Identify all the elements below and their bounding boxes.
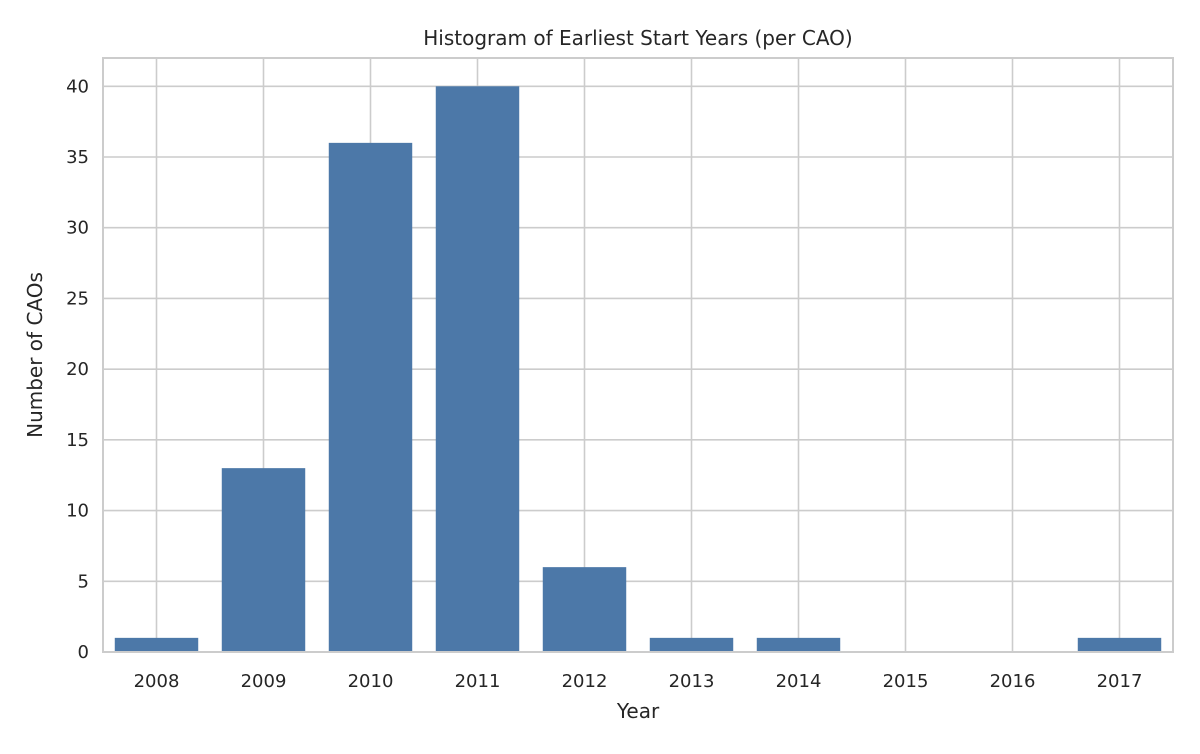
bar-2013 bbox=[649, 637, 734, 652]
x-tick-label: 2014 bbox=[776, 671, 822, 692]
x-tick-label: 2012 bbox=[562, 671, 608, 692]
y-tick-labels: 0 5 10 15 20 25 30 35 40 bbox=[66, 76, 89, 663]
x-tick-label: 2017 bbox=[1097, 671, 1143, 692]
bar-2017 bbox=[1077, 637, 1162, 652]
bars bbox=[114, 86, 1162, 653]
y-tick-label: 25 bbox=[66, 288, 89, 309]
y-axis-label: Number of CAOs bbox=[23, 272, 47, 438]
y-tick-label: 0 bbox=[78, 642, 89, 663]
x-axis-label: Year bbox=[616, 699, 660, 723]
y-tick-label: 20 bbox=[66, 359, 89, 380]
y-tick-label: 35 bbox=[66, 147, 89, 168]
y-tick-label: 40 bbox=[66, 76, 89, 97]
y-tick-label: 5 bbox=[78, 571, 89, 592]
y-tick-label: 30 bbox=[66, 218, 89, 239]
x-tick-label: 2008 bbox=[134, 671, 180, 692]
x-tick-label: 2016 bbox=[990, 671, 1036, 692]
y-tick-label: 10 bbox=[66, 501, 89, 522]
x-tick-label: 2010 bbox=[348, 671, 394, 692]
bar-2010 bbox=[328, 142, 413, 652]
x-tick-labels: 2008 2009 2010 2011 2012 2013 2014 2015 2016 2017 bbox=[134, 671, 1143, 692]
chart-title: Histogram of Earliest Start Years (per C… bbox=[423, 26, 852, 50]
bar-2009 bbox=[221, 468, 306, 652]
plot-frame bbox=[102, 57, 1174, 653]
bar-2014 bbox=[756, 637, 841, 652]
bar-2012 bbox=[542, 567, 627, 652]
x-tick-label: 2013 bbox=[669, 671, 715, 692]
bar-2008 bbox=[114, 637, 199, 652]
x-tick-label: 2009 bbox=[241, 671, 287, 692]
x-tick-label: 2015 bbox=[883, 671, 929, 692]
y-tick-label: 15 bbox=[66, 430, 89, 451]
bar-2011 bbox=[435, 86, 520, 653]
x-tick-label: 2011 bbox=[455, 671, 501, 692]
